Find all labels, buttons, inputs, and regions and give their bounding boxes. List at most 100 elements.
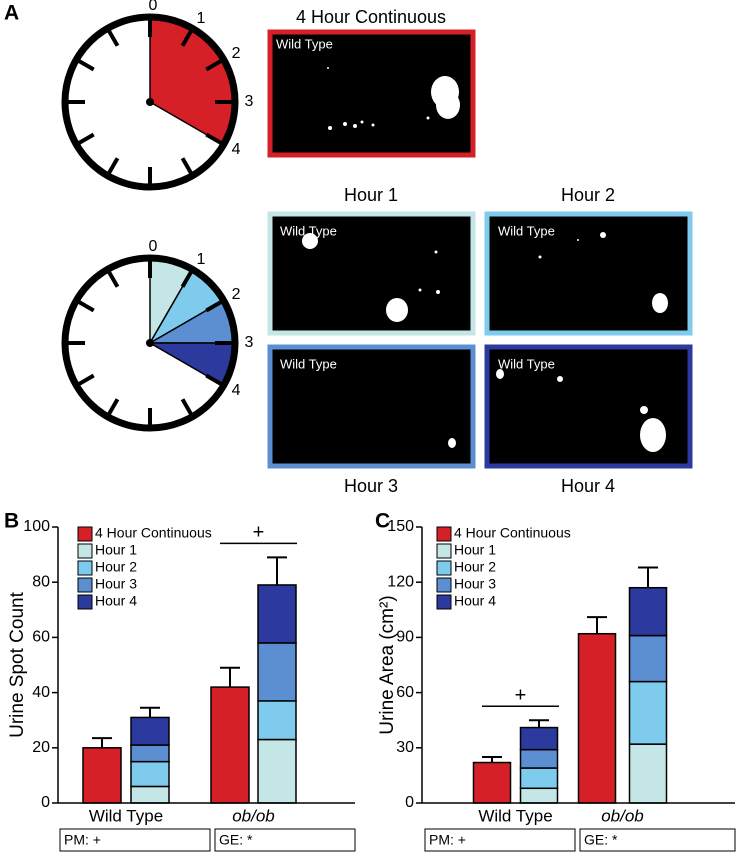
clock-tick xyxy=(205,300,223,313)
clock-tick xyxy=(77,132,95,145)
clock-tick xyxy=(205,132,223,145)
bar xyxy=(472,761,512,804)
legend-swatch xyxy=(77,526,93,542)
bar-segment xyxy=(130,744,170,763)
clock-tick xyxy=(107,398,120,416)
bar xyxy=(82,747,122,804)
legend-label: Hour 2 xyxy=(95,559,137,575)
clock-tick xyxy=(205,59,223,72)
image-label: Wild Type xyxy=(280,356,337,371)
clock-tick xyxy=(205,373,223,386)
clock-center xyxy=(146,339,154,347)
panel-label: C xyxy=(375,510,390,533)
panel-label: B xyxy=(4,510,19,533)
clock-tick xyxy=(107,157,120,175)
clock-tick xyxy=(180,398,193,416)
annotation: + xyxy=(253,522,265,544)
x-tick-label: ob/ob xyxy=(601,806,644,825)
footnote-box xyxy=(214,828,356,852)
clock-tick xyxy=(180,270,193,288)
clock-tick xyxy=(77,59,95,72)
y-tick-label: 60 xyxy=(32,629,50,646)
annotation: + xyxy=(515,684,527,706)
y-tick-label: 150 xyxy=(387,518,414,535)
legend-swatch xyxy=(436,526,452,542)
urine-image xyxy=(267,344,476,469)
bar-segment xyxy=(257,642,297,702)
y-tick-label: 90 xyxy=(396,629,414,646)
clock-center xyxy=(146,98,154,106)
y-tick-label: 100 xyxy=(23,518,50,535)
image-title: Hour 3 xyxy=(344,476,398,496)
legend-label: Hour 1 xyxy=(454,542,496,558)
image-title: Hour 1 xyxy=(344,185,398,205)
legend-label: Hour 4 xyxy=(95,593,137,609)
panel-label: A xyxy=(4,2,19,25)
bar-segment xyxy=(519,767,559,790)
image-label: Wild Type xyxy=(498,223,555,238)
y-tick-label: 0 xyxy=(405,794,414,811)
footnote: GE: * xyxy=(219,832,253,848)
footnote-box xyxy=(579,828,736,852)
legend-label: 4 Hour Continuous xyxy=(95,525,212,541)
legend-swatch xyxy=(436,560,452,576)
clock-tick xyxy=(180,29,193,47)
footnote: GE: * xyxy=(584,832,618,848)
clock-number: 1 xyxy=(197,251,206,268)
x-tick-label: ob/ob xyxy=(232,806,275,825)
clock-number: 2 xyxy=(232,286,241,303)
legend-swatch xyxy=(436,543,452,559)
y-tick-label: 0 xyxy=(41,794,50,811)
bar-segment xyxy=(130,716,170,746)
bar-segment xyxy=(519,748,559,769)
bar-segment xyxy=(257,584,297,644)
bar xyxy=(210,686,250,804)
y-tick-label: 40 xyxy=(32,684,50,701)
legend-swatch xyxy=(77,577,93,593)
legend-swatch xyxy=(77,594,93,610)
clock-rim xyxy=(61,254,239,432)
bar-segment xyxy=(130,785,170,804)
clock-tick xyxy=(107,270,120,288)
y-tick-label: 30 xyxy=(396,739,414,756)
bar-segment xyxy=(628,680,668,745)
footnote-box xyxy=(424,828,576,852)
y-tick-label: 20 xyxy=(32,739,50,756)
clock-number: 3 xyxy=(245,334,254,351)
legend-label: Hour 2 xyxy=(454,559,496,575)
y-tick-label: 80 xyxy=(32,573,50,590)
image-title: 4 Hour Continuous xyxy=(296,7,446,27)
image-title: Hour 4 xyxy=(561,476,615,496)
clock-tick xyxy=(77,300,95,313)
legend-swatch xyxy=(77,560,93,576)
bar-segment xyxy=(257,700,297,741)
footnote-box xyxy=(59,828,211,852)
clock-number: 4 xyxy=(232,382,241,399)
image-label: Wild Type xyxy=(276,36,333,51)
y-axis-label: Urine Area (cm²) xyxy=(377,595,398,734)
y-axis-label: Urine Spot Count xyxy=(7,591,28,737)
image-label: Wild Type xyxy=(280,223,337,238)
bar-segment xyxy=(628,743,668,804)
clock-number: 1 xyxy=(197,10,206,27)
image-title: Hour 2 xyxy=(561,185,615,205)
legend-swatch xyxy=(436,594,452,610)
clock-tick xyxy=(180,157,193,175)
clock-tick xyxy=(107,29,120,47)
bar-segment xyxy=(628,634,668,683)
legend-label: Hour 1 xyxy=(95,542,137,558)
bar xyxy=(577,632,617,804)
urine-image xyxy=(267,211,476,336)
clock-rim xyxy=(61,13,239,191)
clock-number: 2 xyxy=(232,45,241,62)
bar-segment xyxy=(257,738,297,804)
clock-number: 4 xyxy=(232,141,241,158)
urine-image xyxy=(484,211,693,336)
legend-label: Hour 4 xyxy=(454,593,496,609)
legend-swatch xyxy=(436,577,452,593)
x-tick-label: Wild Type xyxy=(478,806,552,825)
clock-number: 0 xyxy=(149,0,158,14)
y-tick-label: 60 xyxy=(396,684,414,701)
bar-segment xyxy=(519,726,559,751)
